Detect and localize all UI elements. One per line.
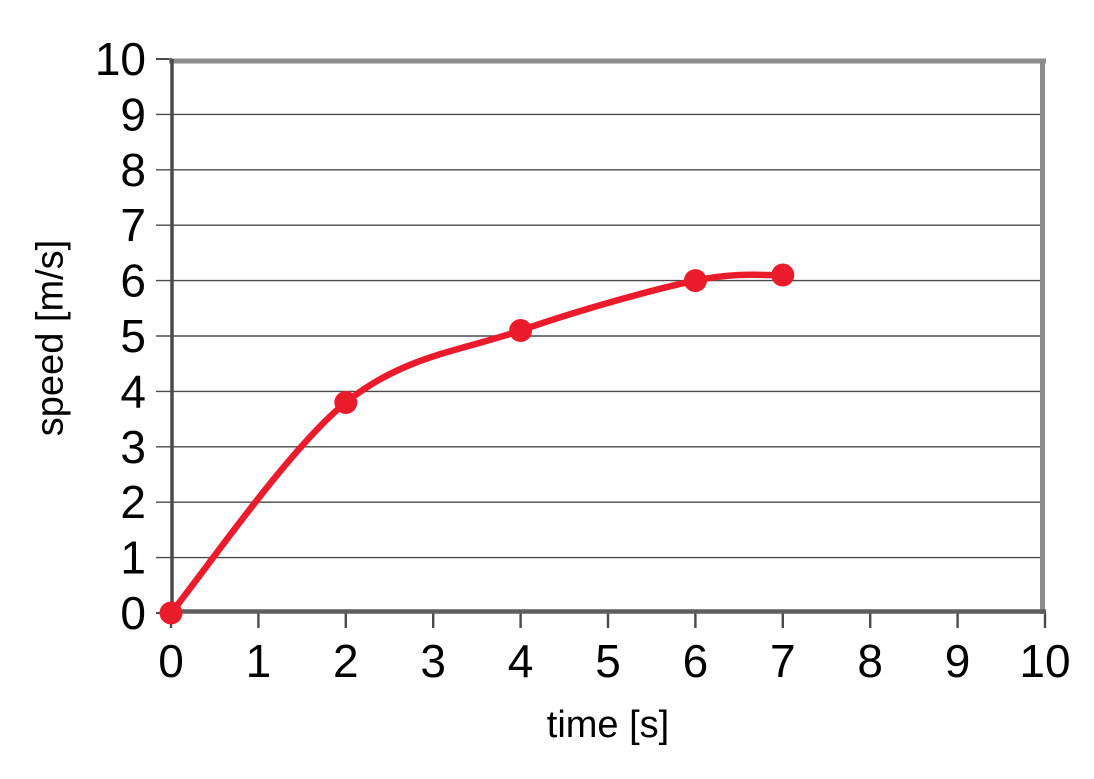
x-tick-label: 6	[683, 635, 709, 687]
y-tick-label: 6	[120, 255, 146, 307]
x-tick-label: 2	[333, 635, 359, 687]
series-line	[167, 271, 787, 617]
y-tick-label: 3	[120, 421, 146, 473]
y-tick-label: 4	[120, 365, 146, 417]
y-tick-label: 10	[95, 33, 146, 85]
x-tick-label: 9	[945, 635, 971, 687]
y-tick-label: 5	[120, 310, 146, 362]
y-tick-label: 1	[120, 532, 146, 584]
x-tick-label: 8	[857, 635, 883, 687]
data-point-marker	[771, 263, 795, 287]
data-point-marker	[334, 390, 358, 414]
data-point-marker	[159, 601, 183, 625]
y-tick-label: 0	[120, 587, 146, 639]
data-point-marker	[683, 269, 707, 293]
x-tick-label: 10	[1019, 635, 1070, 687]
x-tick-label: 3	[420, 635, 446, 687]
data-point-marker	[509, 318, 533, 342]
x-tick-label: 1	[246, 635, 272, 687]
x-tick-label: 7	[770, 635, 796, 687]
x-tick-label: 5	[595, 635, 621, 687]
x-tick-label: 4	[508, 635, 534, 687]
x-tick-label: 0	[158, 635, 184, 687]
x-axis-title: time [s]	[546, 704, 670, 746]
y-tick-label: 8	[120, 144, 146, 196]
y-tick-label: 9	[120, 88, 146, 140]
y-axis-title: speed [m/s]	[29, 239, 72, 437]
y-tick-label: 2	[120, 476, 146, 528]
y-tick-label: 7	[120, 199, 146, 251]
